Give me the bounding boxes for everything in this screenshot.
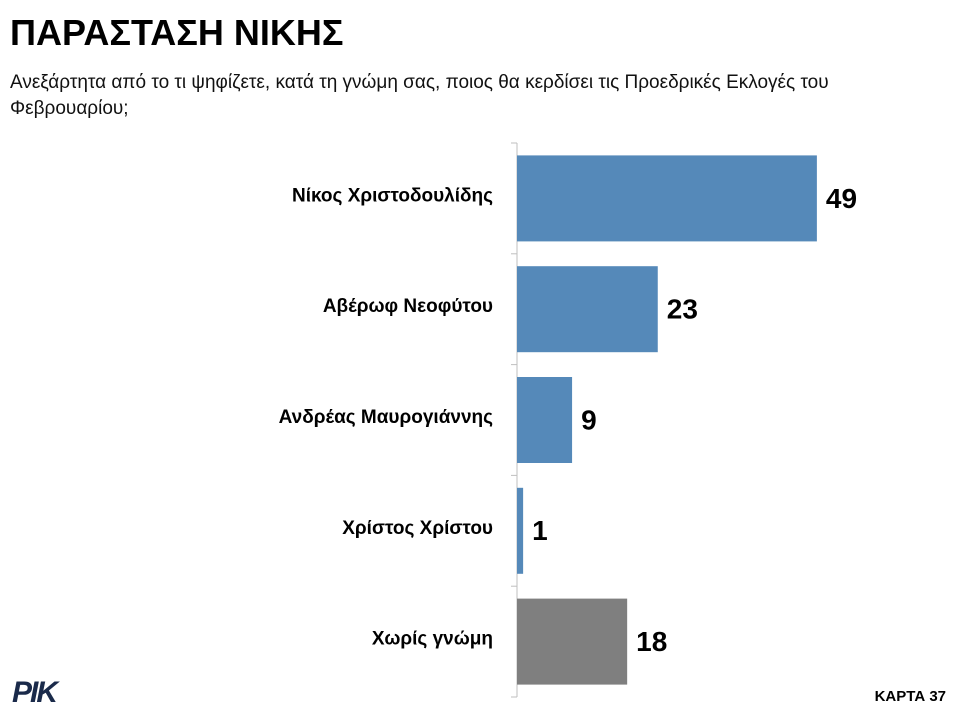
logo: ΡΙΚ	[12, 676, 58, 709]
value-label: 18	[636, 626, 667, 657]
value-label: 49	[826, 183, 857, 214]
value-label: 9	[581, 404, 597, 435]
bar	[517, 487, 524, 574]
category-label: Αβέρωφ Νεοφύτου	[323, 296, 493, 317]
category-label: Χρίστος Χρίστου	[342, 518, 493, 539]
bar	[517, 155, 817, 242]
value-label: 23	[667, 294, 698, 325]
category-label: Νίκος Χριστοδουλίδης	[292, 185, 493, 206]
category-label: Ανδρέας Μαυρογιάννης	[279, 407, 493, 428]
page-number: ΚΑΡΤΑ 37	[874, 688, 946, 705]
bar	[517, 598, 628, 685]
bar	[517, 377, 573, 463]
category-label: Χωρίς γνώμη	[372, 629, 493, 650]
chart-subtitle: Ανεξάρτητα από το τι ψηφίζετε, κατά τη γ…	[10, 72, 829, 119]
chart-title: ΠΑΡΑΣΤΑΣΗ ΝΙΚΗΣ	[10, 12, 344, 53]
value-label: 1	[532, 515, 548, 546]
bar	[517, 266, 658, 353]
